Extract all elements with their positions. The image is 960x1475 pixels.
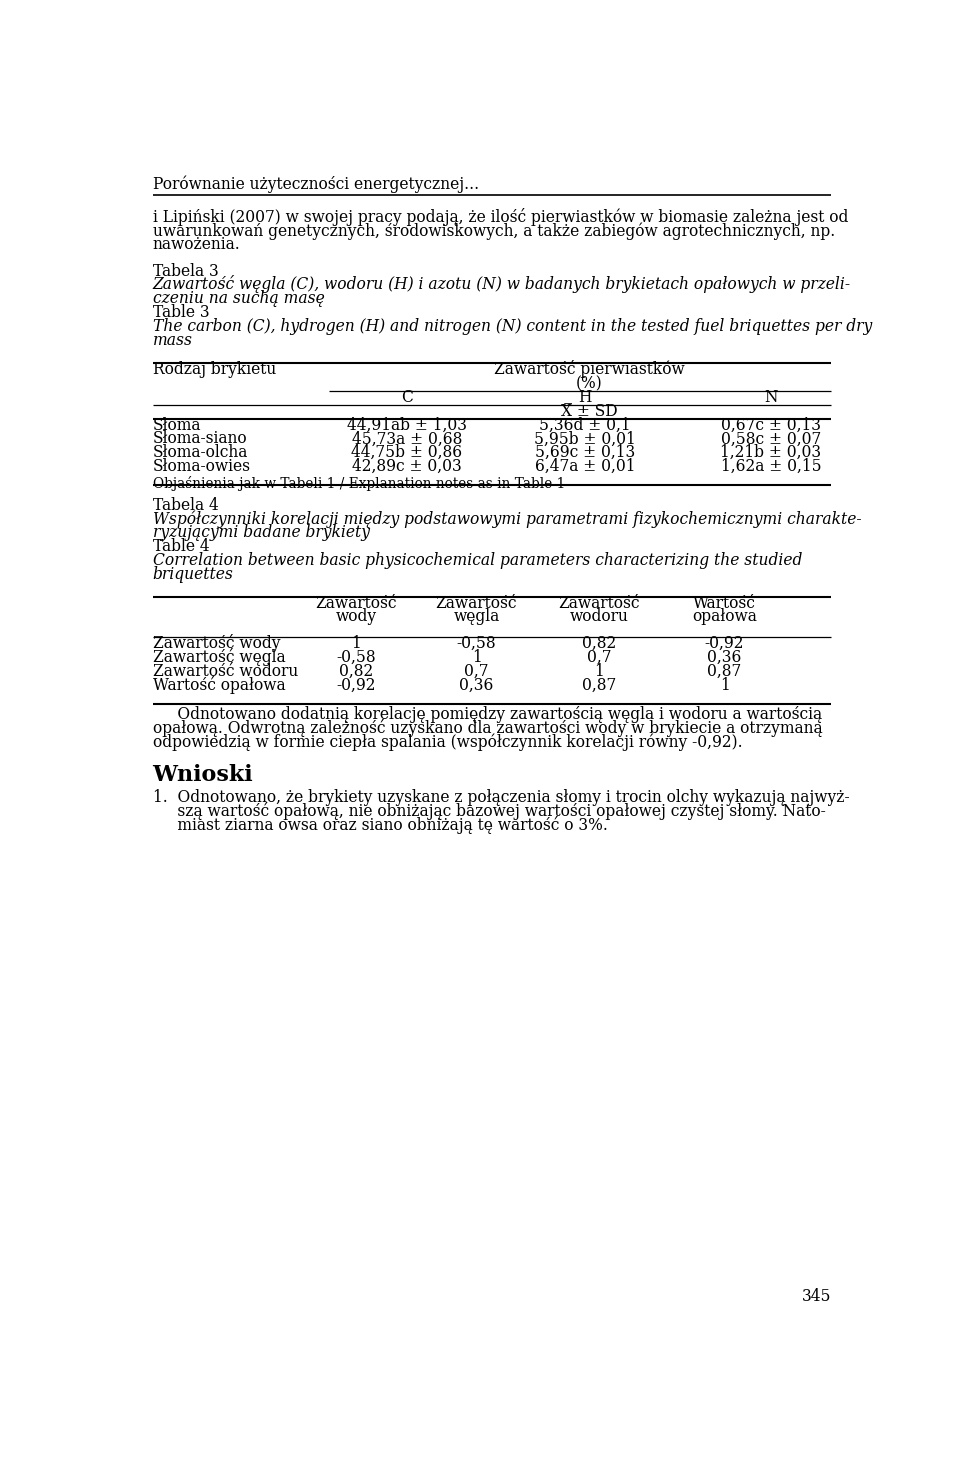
Text: czeniu na suchą masę: czeniu na suchą masę [153,291,324,307]
Text: miast ziarna owsa oraz siano obniżają tę wartość o 3%.: miast ziarna owsa oraz siano obniżają tę… [153,816,608,833]
Text: Objaśnienia jak w Tabeli 1 / Explanation notes as in Table 1: Objaśnienia jak w Tabeli 1 / Explanation… [153,476,564,491]
Text: 44,75b ± 0,86: 44,75b ± 0,86 [351,444,463,462]
Text: 0,67c ± 0,13: 0,67c ± 0,13 [721,416,821,434]
Text: Słoma: Słoma [153,416,201,434]
Text: 42,89c ± 0,03: 42,89c ± 0,03 [352,459,462,475]
Text: Zawartość: Zawartość [436,596,517,612]
Text: 0,36: 0,36 [708,649,742,667]
Text: Tabela 4: Tabela 4 [153,497,218,513]
Text: 1.  Odnotowano, że brykiety uzyskane z połączenia słomy i trocin olchy wykazują : 1. Odnotowano, że brykiety uzyskane z po… [153,789,850,807]
Text: Table 4: Table 4 [153,538,209,555]
Text: 0,36: 0,36 [459,677,493,693]
Text: 1: 1 [720,677,730,693]
Text: (%): (%) [575,375,602,392]
Text: 1,21b ± 0,03: 1,21b ± 0,03 [720,444,822,462]
Text: -0,92: -0,92 [705,636,744,652]
Text: 1: 1 [471,649,481,667]
Text: 0,87: 0,87 [582,677,616,693]
Text: odpowiedzią w formie ciepła spalania (współczynnik korelacji równy -0,92).: odpowiedzią w formie ciepła spalania (ws… [153,733,742,751]
Text: węgla: węgla [453,608,499,624]
Text: briquettes: briquettes [153,566,233,583]
Text: wody: wody [336,608,377,624]
Text: Zawartość węgla (C), wodoru (H) i azotu (N) w badanych brykietach opałowych w pr: Zawartość węgla (C), wodoru (H) i azotu … [153,276,851,294]
Text: 44,91ab ± 1,03: 44,91ab ± 1,03 [347,416,467,434]
Text: Słoma-owies: Słoma-owies [153,459,251,475]
Text: Wartość opałowa: Wartość opałowa [153,676,285,693]
Text: opałowa: opałowa [692,608,756,624]
Text: 0,82: 0,82 [582,636,616,652]
Text: mass: mass [153,332,193,350]
Text: Porównanie użyteczności energetycznej...: Porównanie użyteczności energetycznej... [153,176,479,193]
Text: Zawartość węgla: Zawartość węgla [153,648,285,667]
Text: 1: 1 [594,662,604,680]
Text: uwarunkowań genetycznych, środowiskowych, a także zabiegów agrotechnicznych, np.: uwarunkowań genetycznych, środowiskowych… [153,223,835,239]
Text: Table 3: Table 3 [153,304,209,322]
Text: Zawartość: Zawartość [316,596,397,612]
Text: Współczynniki korelacji między podstawowymi parametrami fizykochemicznymi charak: Współczynniki korelacji między podstawow… [153,510,861,528]
Text: Zawartość wodoru: Zawartość wodoru [153,662,298,680]
Text: 1,62a ± 0,15: 1,62a ± 0,15 [721,459,822,475]
Text: -0,58: -0,58 [337,649,376,667]
Text: Wnioski: Wnioski [153,764,253,786]
Text: ryzującymi badane brykiety: ryzującymi badane brykiety [153,524,370,541]
Text: Słoma-olcha: Słoma-olcha [153,444,248,462]
Text: X̅ ± SD: X̅ ± SD [561,403,617,420]
Text: N: N [764,389,778,406]
Text: 45,73a ± 0,68: 45,73a ± 0,68 [351,431,462,447]
Text: Wartość: Wartość [693,596,756,612]
Text: Zawartość: Zawartość [558,596,639,612]
Text: 1: 1 [351,636,361,652]
Text: wodoru: wodoru [569,608,629,624]
Text: 5,69c ± 0,13: 5,69c ± 0,13 [535,444,636,462]
Text: C: C [401,389,413,406]
Text: Tabela 3: Tabela 3 [153,263,218,280]
Text: Słoma-siano: Słoma-siano [153,431,247,447]
Text: nawożenia.: nawożenia. [153,236,240,254]
Text: Zawartość wody: Zawartość wody [153,634,280,652]
Text: 0,87: 0,87 [708,662,742,680]
Text: 0,7: 0,7 [465,662,489,680]
Text: i Lipiński (2007) w swojej pracy podają, że ilość pierwiastków w biomasie zależn: i Lipiński (2007) w swojej pracy podają,… [153,208,848,226]
Text: The carbon (C), hydrogen (H) and nitrogen (N) content in the tested fuel briquet: The carbon (C), hydrogen (H) and nitroge… [153,319,872,335]
Text: 0,7: 0,7 [587,649,612,667]
Text: Correlation between basic physicochemical parameters characterizing the studied: Correlation between basic physicochemica… [153,552,802,569]
Text: -0,58: -0,58 [457,636,496,652]
Text: 0,82: 0,82 [339,662,373,680]
Text: 5,36d ± 0,1: 5,36d ± 0,1 [540,416,631,434]
Text: szą wartość opałową, nie obniżając bazowej wartości opałowej czystej słomy. Nato: szą wartość opałową, nie obniżając bazow… [153,802,826,820]
Text: Odnotowano dodatnią korelację pomiędzy zawartością węgla i wodoru a wartością: Odnotowano dodatnią korelację pomiędzy z… [153,707,822,723]
Text: 0,58c ± 0,07: 0,58c ± 0,07 [721,431,821,447]
Text: Rodzaj brykietu: Rodzaj brykietu [153,361,276,378]
Text: 345: 345 [802,1288,831,1305]
Text: 6,47a ± 0,01: 6,47a ± 0,01 [535,459,636,475]
Text: Zawartość pierwiastków: Zawartość pierwiastków [493,360,684,378]
Text: -0,92: -0,92 [337,677,376,693]
Text: opałową. Odwrotną zależność uzyskano dla zawartości wody w brykiecie a otrzymaną: opałową. Odwrotną zależność uzyskano dla… [153,718,822,738]
Text: H: H [578,389,591,406]
Text: 5,95b ± 0,01: 5,95b ± 0,01 [534,431,636,447]
